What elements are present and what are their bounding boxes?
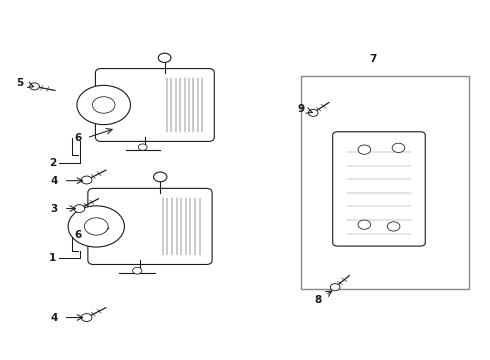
Text: 4: 4: [50, 176, 58, 186]
Text: 4: 4: [50, 312, 58, 323]
Bar: [301, 76, 469, 289]
Circle shape: [308, 109, 318, 116]
FancyBboxPatch shape: [96, 68, 214, 141]
Text: 1: 1: [49, 253, 56, 263]
Text: 5: 5: [16, 78, 24, 88]
Circle shape: [77, 85, 130, 125]
FancyBboxPatch shape: [333, 132, 425, 246]
Circle shape: [81, 314, 92, 321]
FancyBboxPatch shape: [88, 188, 212, 265]
Circle shape: [84, 218, 108, 235]
Circle shape: [387, 222, 400, 231]
Text: 2: 2: [49, 158, 56, 168]
Circle shape: [133, 267, 142, 274]
Circle shape: [74, 204, 85, 212]
Circle shape: [93, 97, 115, 113]
Circle shape: [138, 144, 147, 150]
Circle shape: [392, 143, 405, 153]
Text: 9: 9: [297, 104, 305, 113]
Circle shape: [81, 176, 92, 184]
Text: 7: 7: [369, 54, 376, 64]
Text: 8: 8: [315, 295, 322, 305]
Circle shape: [30, 83, 39, 90]
Circle shape: [358, 220, 371, 229]
Text: 6: 6: [75, 230, 82, 240]
Circle shape: [153, 172, 167, 182]
Circle shape: [358, 145, 371, 154]
Circle shape: [68, 206, 124, 247]
Text: 3: 3: [50, 203, 58, 213]
Circle shape: [158, 53, 171, 63]
Text: 6: 6: [75, 133, 82, 143]
Circle shape: [330, 284, 340, 291]
